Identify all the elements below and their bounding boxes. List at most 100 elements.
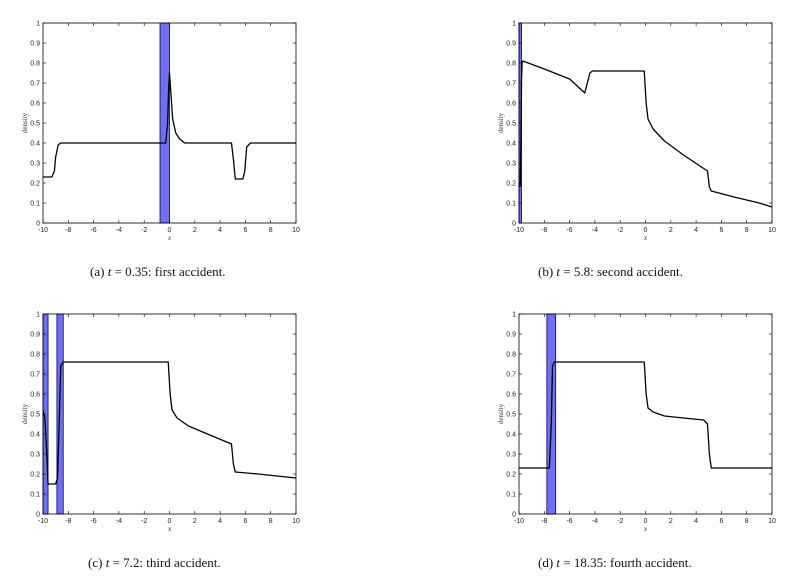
y-axis-label-d: density (497, 403, 505, 424)
x-tick-label-d-7: 4 (694, 518, 698, 525)
y-tick-label-c-10: 1 (36, 312, 40, 319)
x-tick-label-a-6: 2 (193, 227, 197, 234)
x-tick-label-c-0: -10 (38, 518, 48, 525)
y-tick-label-b-7: 0.7 (506, 81, 516, 88)
x-tick-label-c-1: -8 (65, 518, 71, 525)
x-tick-label-d-2: -6 (566, 518, 572, 525)
chart-panel-d: -10 -8 -6 -4 -2 0 2 4 6 8 10 0 0.1 0.2 0.3 0.4 0.5 0.6 0.7… (494, 305, 784, 543)
x-axis-label-a: x (167, 234, 172, 242)
y-tick-label-c-4: 0.4 (30, 432, 40, 439)
caption-b-label: (b) (538, 264, 554, 279)
x-tick-label-b-8: 6 (719, 227, 723, 234)
x-tick-label-a-2: -6 (90, 227, 96, 234)
chart-panel-b: -10 -8 -6 -4 -2 0 2 4 6 8 10 0 0.1 0.2 0.3 0.4 0.5 0.6 0.7… (494, 14, 784, 252)
caption-b-var: t (556, 264, 561, 279)
density-line-a-0 (43, 72, 296, 180)
x-tick-label-b-10: 10 (768, 227, 776, 234)
x-tick-label-d-3: -4 (592, 518, 598, 525)
y-tick-label-c-7: 0.7 (30, 372, 40, 379)
caption-b: (b) t = 5.8: second accident. (538, 264, 683, 280)
x-tick-label-a-1: -8 (65, 227, 71, 234)
x-tick-label-c-3: -4 (116, 518, 122, 525)
x-tick-label-a-7: 4 (218, 227, 222, 234)
x-tick-label-d-10: 10 (768, 518, 776, 525)
x-tick-label-a-5: 0 (168, 227, 172, 234)
x-tick-label-d-4: -2 (617, 518, 623, 525)
y-tick-label-d-10: 1 (512, 312, 516, 319)
y-tick-label-a-4: 0.4 (30, 141, 40, 148)
caption-a-var: t (107, 264, 112, 279)
y-tick-label-a-5: 0.5 (30, 121, 40, 128)
y-tick-label-d-1: 0.1 (506, 492, 516, 499)
density-line-b-0 (519, 60, 773, 208)
x-tick-label-c-10: 10 (292, 518, 300, 525)
x-tick-label-d-8: 6 (719, 518, 723, 525)
x-tick-label-c-2: -6 (90, 518, 96, 525)
y-tick-label-c-5: 0.5 (30, 412, 40, 419)
caption-d-var: t (556, 555, 561, 570)
caption-b-text: = 5.8: second accident. (560, 264, 683, 279)
y-tick-label-b-2: 0.2 (506, 181, 516, 188)
chart-panel-a: -10 -8 -6 -4 -2 0 2 4 6 8 10 0 0.1 0.2 0.3 0.4 0.5 0.6 0.7… (18, 14, 308, 252)
y-tick-label-b-8: 0.8 (506, 61, 516, 68)
density-line-d-0 (519, 361, 772, 469)
y-tick-label-b-9: 0.9 (506, 41, 516, 48)
x-tick-label-a-9: 8 (269, 227, 273, 234)
y-tick-label-c-0: 0 (36, 512, 40, 519)
x-tick-label-c-6: 2 (193, 518, 197, 525)
x-tick-label-b-7: 4 (694, 227, 698, 234)
y-tick-label-c-9: 0.9 (30, 332, 40, 339)
y-tick-label-c-2: 0.2 (30, 472, 40, 479)
y-axis-label-a: density (21, 112, 29, 133)
caption-c-text: = 7.2: third accident. (109, 555, 221, 570)
y-tick-label-c-8: 0.8 (30, 352, 40, 359)
y-tick-label-b-1: 0.1 (506, 201, 516, 208)
x-tick-label-b-4: -2 (617, 227, 623, 234)
y-tick-label-c-1: 0.1 (30, 492, 40, 499)
y-axis-label-c: density (21, 403, 29, 424)
y-tick-label-d-7: 0.7 (506, 372, 516, 379)
chart-a: -10 -8 -6 -4 -2 0 2 4 6 8 10 0 0.1 0.2 0.3 0.4 0.5 0.6 0.7… (21, 21, 300, 243)
y-tick-label-b-6: 0.6 (506, 101, 516, 108)
y-tick-label-b-4: 0.4 (506, 141, 516, 148)
y-tick-label-d-2: 0.2 (506, 472, 516, 479)
x-axis-label-b: x (643, 234, 648, 242)
x-tick-label-a-3: -4 (116, 227, 122, 234)
density-line-c-0 (42, 361, 297, 485)
x-tick-label-b-6: 2 (669, 227, 673, 234)
x-tick-label-d-5: 0 (644, 518, 648, 525)
x-tick-label-c-8: 6 (243, 518, 247, 525)
y-tick-label-c-3: 0.3 (30, 452, 40, 459)
caption-a-text: = 0.35: first accident. (111, 264, 226, 279)
caption-d: (d) t = 18.35: fourth accident. (538, 555, 692, 571)
caption-c-label: (c) (88, 555, 103, 570)
y-tick-label-d-0: 0 (512, 512, 516, 519)
caption-a: (a) t = 0.35: first accident. (90, 264, 226, 280)
chart-d: -10 -8 -6 -4 -2 0 2 4 6 8 10 0 0.1 0.2 0.3 0.4 0.5 0.6 0.7… (497, 312, 776, 534)
x-tick-label-d-1: -8 (541, 518, 547, 525)
chart-b: -10 -8 -6 -4 -2 0 2 4 6 8 10 0 0.1 0.2 0.3 0.4 0.5 0.6 0.7… (497, 21, 776, 243)
y-tick-label-d-4: 0.4 (506, 432, 516, 439)
y-tick-label-a-6: 0.6 (30, 101, 40, 108)
caption-c: (c) t = 7.2: third accident. (88, 555, 221, 571)
x-axis-label-d: x (643, 525, 648, 533)
x-tick-label-b-3: -4 (592, 227, 598, 234)
caption-d-text: = 18.35: fourth accident. (560, 555, 692, 570)
x-tick-label-c-5: 0 (168, 518, 172, 525)
y-tick-label-d-5: 0.5 (506, 412, 516, 419)
y-tick-label-c-6: 0.6 (30, 392, 40, 399)
y-tick-label-a-0: 0 (36, 221, 40, 228)
caption-c-var: t (105, 555, 110, 570)
y-axis-label-b: density (497, 112, 505, 133)
x-tick-label-b-1: -8 (541, 227, 547, 234)
y-tick-label-b-10: 1 (512, 21, 516, 28)
y-tick-label-a-8: 0.8 (30, 61, 40, 68)
y-tick-label-a-7: 0.7 (30, 81, 40, 88)
y-tick-label-a-2: 0.2 (30, 181, 40, 188)
x-tick-label-b-2: -6 (566, 227, 572, 234)
axes-box-c (42, 313, 297, 515)
x-tick-label-b-9: 8 (745, 227, 749, 234)
y-tick-label-a-9: 0.9 (30, 41, 40, 48)
axes-box-b (518, 22, 773, 224)
chart-panel-c: -10 -8 -6 -4 -2 0 2 4 6 8 10 0 0.1 0.2 0.3 0.4 0.5 0.6 0.7… (18, 305, 308, 543)
